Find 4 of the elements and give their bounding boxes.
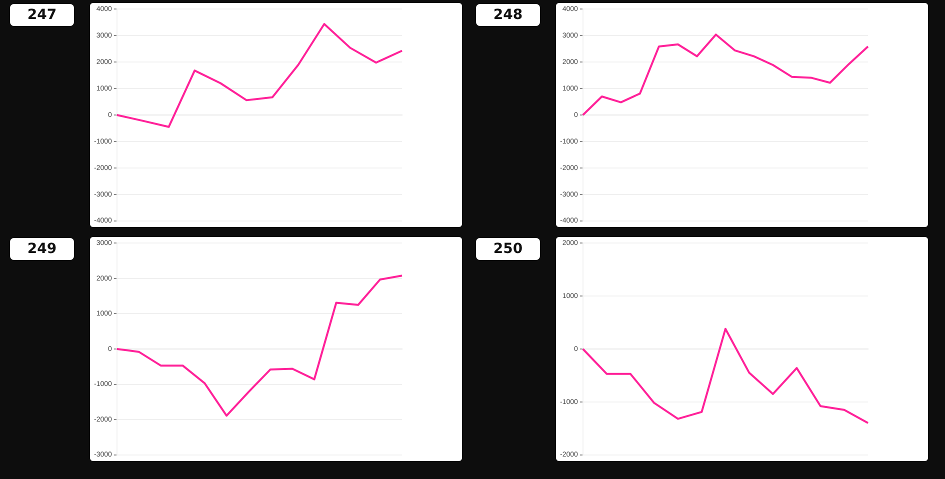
chart-title: 250 bbox=[476, 238, 540, 260]
chart-title: 247 bbox=[10, 4, 74, 26]
chart-title: 248 bbox=[476, 4, 540, 26]
chart-title: 249 bbox=[10, 238, 74, 260]
